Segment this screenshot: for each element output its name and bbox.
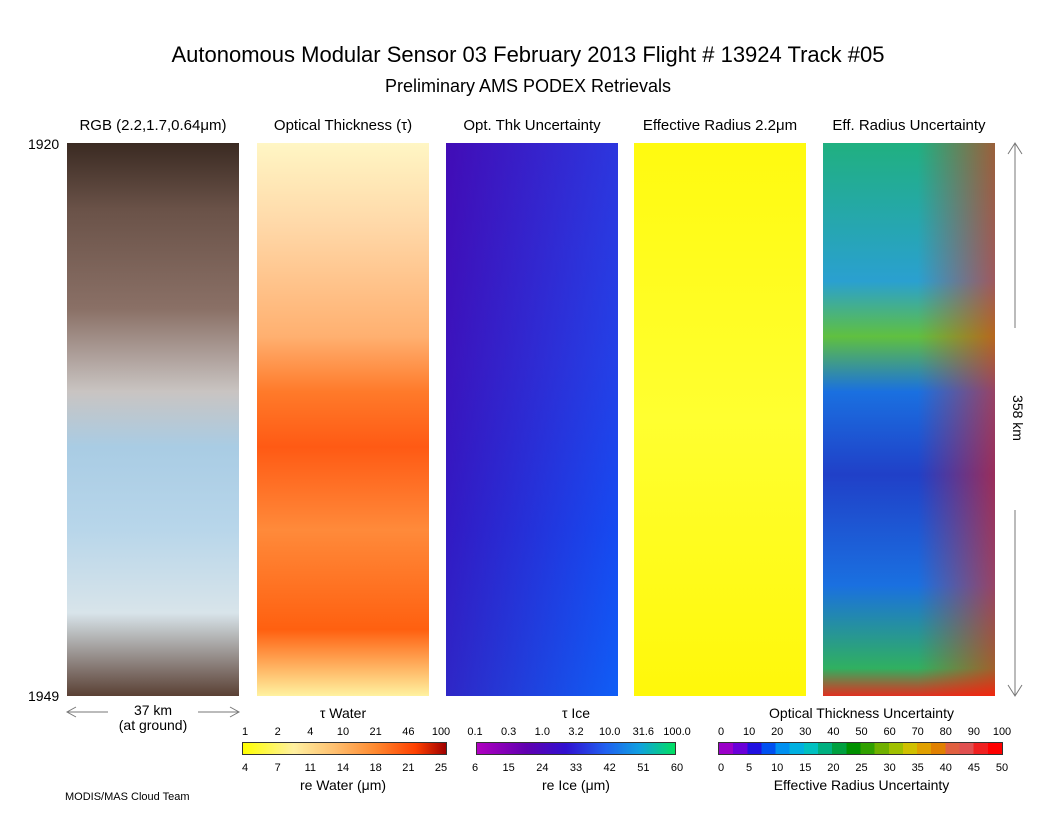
tick-label: 3.2 — [568, 726, 584, 738]
tick-label: 1.0 — [534, 726, 550, 738]
tick-label: 35 — [911, 762, 924, 774]
panel-title: Optical Thickness (τ) — [273, 117, 413, 134]
tick-label: 10 — [742, 726, 756, 738]
tick-label: 100 — [992, 726, 1012, 738]
tick-label: 42 — [603, 762, 616, 774]
tick-label: 80 — [939, 726, 952, 738]
panel-title: RGB (2.2,1.7,0.64μm) — [79, 117, 227, 134]
tick-label: 11 — [304, 762, 317, 774]
tick-label: 70 — [911, 726, 924, 738]
tick-label: 6 — [471, 762, 479, 774]
length-label: 358 km — [1010, 395, 1026, 441]
title: Autonomous Modular Sensor 03 February 20… — [171, 42, 885, 67]
tick-label: 33 — [569, 762, 583, 774]
tick-label: 24 — [536, 762, 549, 774]
tick-label: 15 — [502, 762, 515, 774]
tick-label: 4 — [241, 762, 249, 774]
tick-label: 0.1 — [467, 726, 483, 738]
tick-label: 46 — [402, 726, 415, 738]
tick-label: 60 — [883, 726, 896, 738]
tick-label: 40 — [939, 762, 952, 774]
colorbar-label: re Ice (μm) — [542, 777, 610, 793]
optical-thickness-image — [257, 143, 429, 696]
tick-label: 0 — [717, 762, 725, 774]
width-note: (at ground) — [118, 717, 188, 733]
colorbar-title: Optical Thickness Uncertainty — [769, 705, 954, 721]
colorbar-ice — [476, 742, 676, 755]
footer: MODIS/MAS Cloud Team — [65, 791, 190, 803]
tick-label: 10.0 — [598, 726, 621, 738]
tick-label: 2 — [274, 726, 281, 738]
time-end: 1949 — [28, 688, 60, 704]
tick-label: 10 — [336, 726, 350, 738]
colorbar-water — [242, 742, 447, 755]
tick-label: 40 — [827, 726, 840, 738]
thickness-uncertainty-image — [446, 143, 618, 696]
tick-label: 20 — [827, 762, 840, 774]
tick-label: 30 — [883, 762, 896, 774]
colorbar-label: re Water (μm) — [299, 777, 387, 793]
width-label: 37 km — [133, 702, 173, 718]
time-start: 1920 — [28, 136, 60, 152]
tick-label: 100 — [431, 726, 451, 738]
tick-label: 51 — [637, 762, 650, 774]
colorbar-title: τ Ice — [561, 705, 591, 721]
tick-label: 7 — [274, 762, 281, 774]
tick-label: 21 — [402, 762, 415, 774]
tick-label: 50 — [995, 762, 1009, 774]
tick-label: 10 — [771, 762, 784, 774]
tick-label: 20 — [771, 726, 784, 738]
tick-label: 50 — [855, 726, 868, 738]
colorbar-uncertainty — [718, 742, 1003, 755]
tick-label: 31.6 — [632, 726, 655, 738]
tick-label: 21 — [369, 726, 382, 738]
colorbar-label: Effective Radius Uncertainty — [773, 777, 950, 793]
panel-title: Effective Radius 2.2μm — [642, 117, 798, 134]
tick-label: 25 — [855, 762, 868, 774]
panel-title: Opt. Thk Uncertainty — [463, 117, 601, 134]
subtitle: Preliminary AMS PODEX Retrievals — [384, 76, 672, 96]
tick-label: 1 — [241, 726, 249, 738]
tick-label: 0.3 — [501, 726, 517, 738]
tick-label: 14 — [336, 762, 350, 774]
tick-label: 0 — [717, 726, 725, 738]
tick-label: 4 — [307, 726, 314, 738]
tick-label: 100.0 — [663, 726, 691, 738]
tick-label: 15 — [799, 762, 812, 774]
panel-title: Eff. Radius Uncertainty — [832, 117, 986, 134]
colorbar-title: τ Water — [319, 705, 367, 721]
tick-label: 90 — [967, 726, 981, 738]
tick-label: 60 — [670, 762, 684, 774]
tick-label: 5 — [746, 762, 753, 774]
tick-label: 45 — [967, 762, 981, 774]
tick-label: 18 — [369, 762, 382, 774]
arrow — [65, 142, 1023, 718]
rgb-image — [67, 143, 239, 696]
radius-uncertainty-image — [823, 143, 995, 696]
tick-label: 25 — [434, 762, 448, 774]
tick-label: 30 — [799, 726, 812, 738]
effective-radius-image — [634, 143, 806, 696]
